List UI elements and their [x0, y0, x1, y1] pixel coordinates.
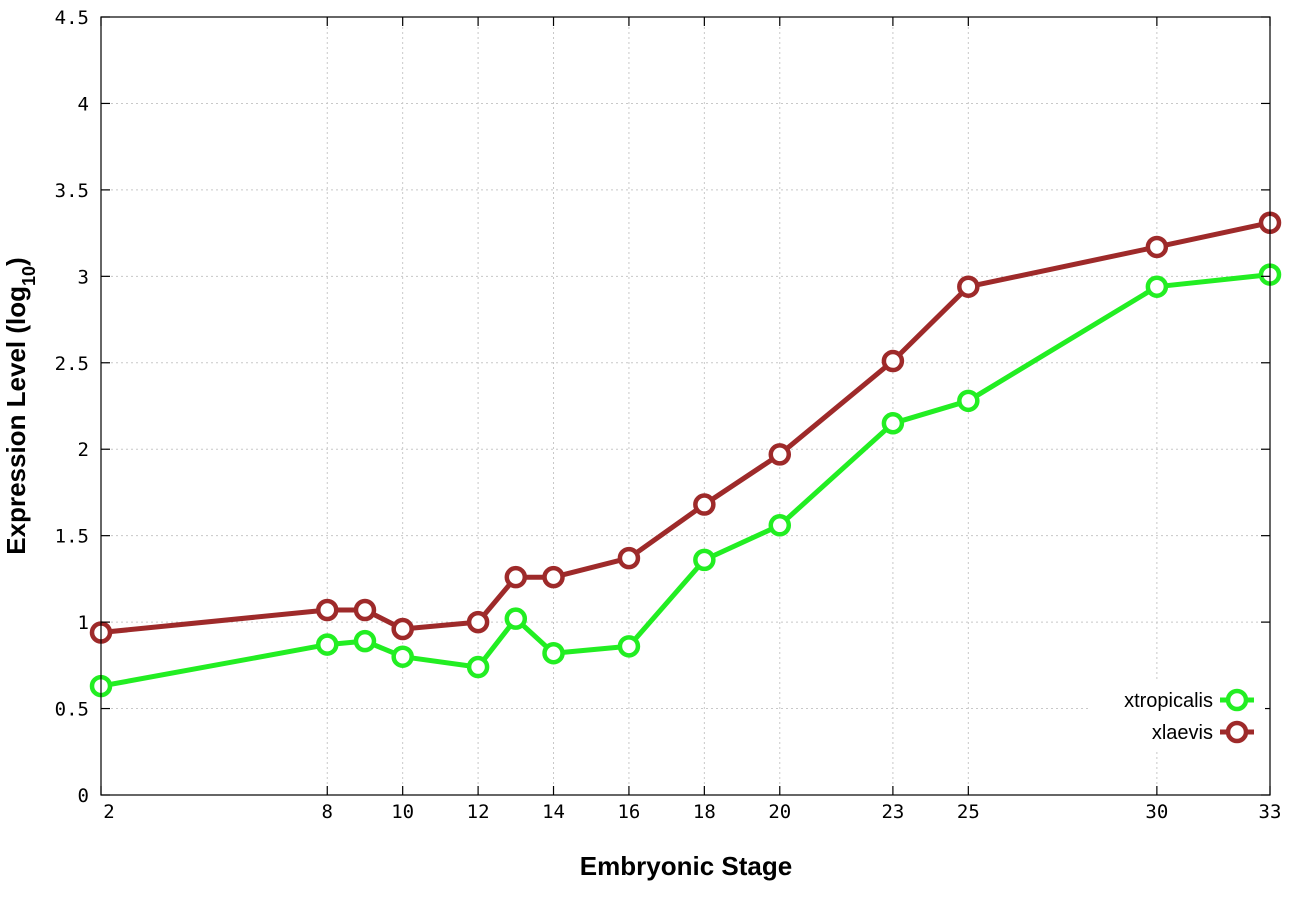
x-tick-label: 12: [467, 801, 490, 823]
data-point-xlaevis: [881, 349, 905, 373]
data-point-xlaevis: [1145, 235, 1169, 259]
data-point-xlaevis: [768, 443, 792, 466]
y-tick-label: 0.5: [55, 699, 89, 721]
x-tick-label: 10: [391, 801, 414, 823]
data-point-xlaevis: [693, 493, 716, 516]
data-point-xtropicalis: [353, 629, 377, 653]
data-point-xlaevis: [542, 565, 565, 589]
data-point-xtropicalis: [957, 389, 980, 413]
series-xlaevis: [89, 211, 1282, 644]
legend-item-xtropicalis: xtropicalis: [1124, 688, 1254, 712]
y-axis-title-subscript: 10: [19, 266, 39, 286]
y-tick-label: 2.5: [55, 353, 89, 375]
x-tick-label: 30: [1145, 801, 1168, 823]
data-point-xtropicalis: [693, 548, 716, 572]
y-tick-label: 3: [78, 266, 89, 288]
series-xtropicalis: [89, 263, 1282, 698]
y-axis-title: Expression Level (log10): [1, 257, 39, 554]
y-tick-label: 1: [78, 612, 89, 634]
axis-ticks: [100, 16, 1271, 796]
legend: xtropicalis xlaevis: [1124, 688, 1254, 744]
data-point-xtropicalis: [542, 641, 565, 665]
y-tick-label: 4: [78, 93, 89, 115]
y-axis-title-end: ): [1, 257, 31, 266]
data-point-xtropicalis: [1145, 275, 1169, 298]
x-tick-label: 2: [103, 801, 114, 823]
tick-labels: 2 8 10 12 14 16 18 20 23 25 30 33 0 0.5 1 1.5 2 2.5 3 3.5 4 4…: [55, 7, 1282, 823]
data-point-xtropicalis: [391, 645, 414, 668]
series-layer: [89, 211, 1282, 698]
y-tick-label: 1.5: [55, 526, 89, 548]
legend-swatch-marker: [1225, 688, 1249, 712]
data-point-xtropicalis: [881, 412, 905, 435]
y-tick-label: 2: [78, 439, 89, 461]
y-tick-label: 3.5: [55, 180, 89, 202]
data-point-xlaevis: [617, 546, 641, 570]
y-tick-label: 0: [78, 785, 89, 807]
data-point-xlaevis: [391, 617, 414, 641]
x-tick-label: 16: [617, 801, 640, 823]
x-axis-title: Embryonic Stage: [580, 851, 792, 881]
x-tick-label: 18: [693, 801, 716, 823]
legend-swatch-marker: [1225, 720, 1249, 744]
plot-frame: [100, 16, 1271, 796]
data-point-xtropicalis: [617, 635, 641, 658]
data-point-xtropicalis: [316, 633, 339, 656]
series-line-xlaevis: [100, 220, 1271, 635]
data-point-xtropicalis: [768, 514, 792, 537]
data-point-xtropicalis: [466, 655, 490, 679]
data-point-xtropicalis: [504, 607, 528, 630]
y-tick-label: 4.5: [55, 7, 89, 29]
x-tick-label: 20: [768, 801, 791, 823]
data-point-xlaevis: [353, 598, 377, 622]
legend-label: xtropicalis: [1124, 690, 1213, 712]
data-point-xlaevis: [504, 565, 528, 589]
legend-item-xlaevis: xlaevis: [1152, 720, 1254, 744]
data-point-xlaevis: [316, 598, 339, 622]
x-tick-label: 33: [1259, 801, 1282, 823]
x-tick-label: 14: [542, 801, 565, 823]
grid-lines: [101, 17, 1270, 795]
series-line-xtropicalis: [100, 272, 1271, 689]
data-point-xlaevis: [466, 610, 490, 634]
x-tick-label: 25: [957, 801, 980, 823]
x-tick-label: 8: [322, 801, 333, 823]
y-axis-title-main: Expression Level (log: [1, 286, 31, 555]
x-tick-label: 23: [881, 801, 904, 823]
legend-label: xlaevis: [1152, 722, 1213, 744]
data-point-xlaevis: [957, 275, 980, 298]
